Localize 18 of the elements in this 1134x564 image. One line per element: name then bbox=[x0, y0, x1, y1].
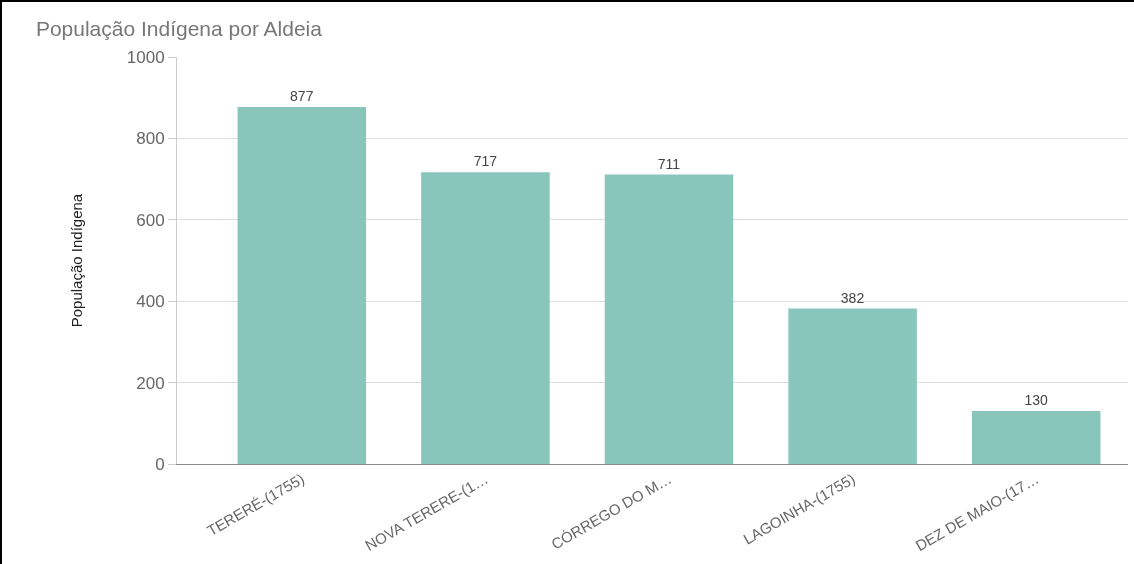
data-label: 130 bbox=[1024, 392, 1048, 409]
y-tick-label: 0 bbox=[155, 454, 165, 474]
bar bbox=[421, 172, 550, 464]
bar bbox=[604, 174, 734, 464]
y-tick-label: 600 bbox=[136, 210, 165, 230]
y-tick-label: 1000 bbox=[126, 47, 165, 67]
bar bbox=[237, 107, 367, 464]
y-tick-label: 400 bbox=[136, 292, 165, 312]
chart-title: População Indígena por Aldeia bbox=[35, 17, 323, 41]
y-tick-label: 200 bbox=[136, 373, 165, 393]
y-axis-title: População Indígena bbox=[68, 193, 86, 328]
bar bbox=[788, 308, 917, 464]
data-label: 717 bbox=[473, 153, 498, 170]
data-label: 877 bbox=[290, 88, 314, 105]
bar bbox=[971, 411, 1101, 464]
data-label: 711 bbox=[657, 155, 681, 172]
data-label: 382 bbox=[840, 289, 865, 306]
y-tick-label: 800 bbox=[136, 129, 165, 149]
